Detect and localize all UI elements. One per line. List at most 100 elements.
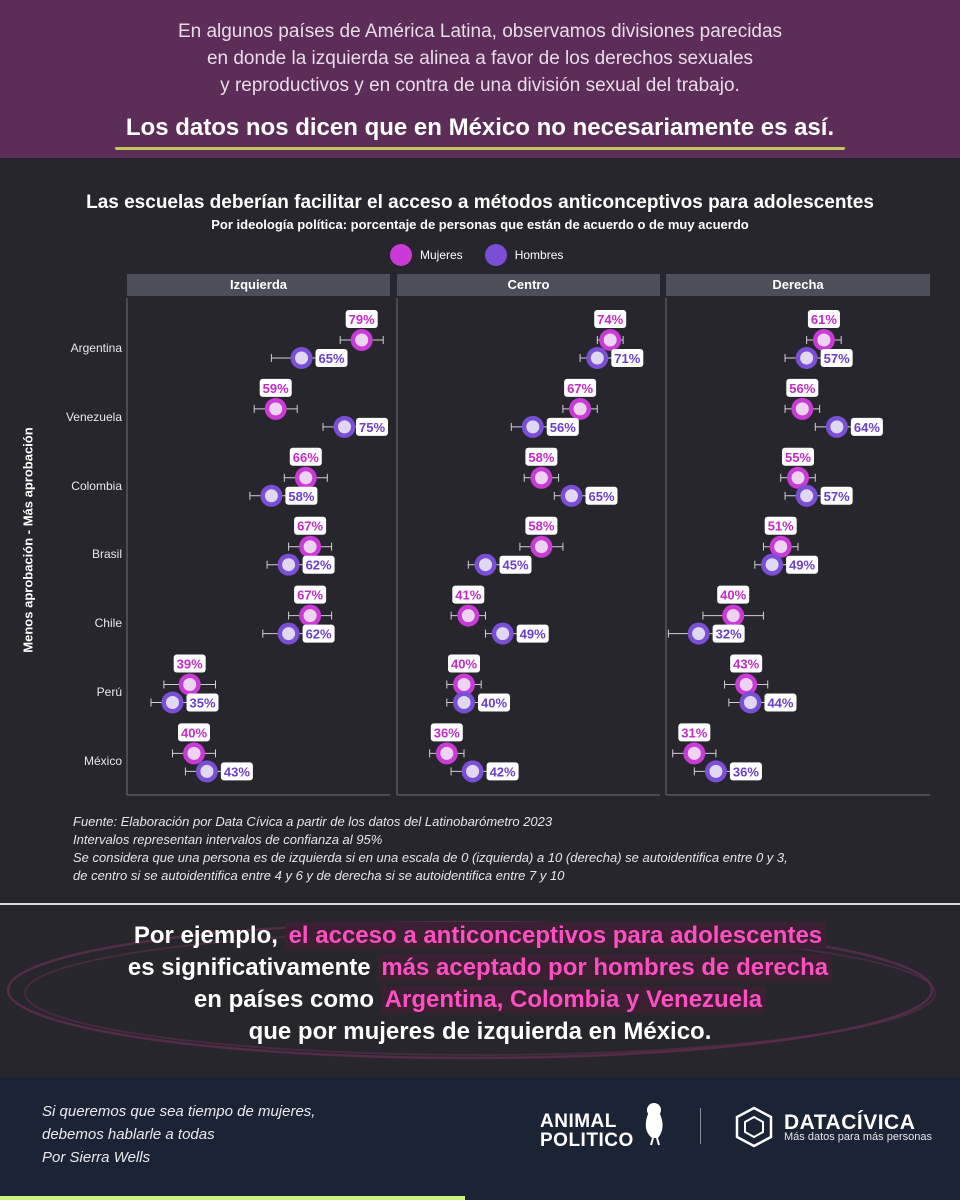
flag-icon-mujeres-centro-chile: [461, 609, 475, 623]
label-box-hombres-centro-argentina: [611, 349, 644, 367]
data-label-hombres-izquierda-argentina: 65%: [318, 351, 344, 366]
label-box-mujeres-izquierda-venezuela: [259, 378, 292, 397]
flag-icon-mujeres-centro-mexico: [440, 746, 454, 760]
flag-icon-hombres-derecha-chile: [692, 627, 706, 641]
data-label-mujeres-centro-brasil: 58%: [528, 519, 554, 534]
flag-icon-hombres-centro-chile: [496, 627, 510, 641]
animal-politico-logo-line-1: ANIMAL: [540, 1111, 617, 1132]
label-box-hombres-izquierda-mexico: [220, 762, 253, 781]
flag-icon-mujeres-derecha-brasil: [774, 540, 788, 554]
data-label-mujeres-centro-peru: 40%: [451, 657, 477, 672]
data-label-mujeres-izquierda-peru: 39%: [177, 657, 203, 672]
flag-icon-hombres-centro-colombia: [565, 489, 578, 503]
note-intervals: Intervalos representan intervalos de con…: [73, 832, 383, 847]
data-label-hombres-centro-brasil: 45%: [502, 558, 528, 573]
facet-header-derecha: Derecha: [666, 274, 930, 296]
label-box-hombres-derecha-colombia: [820, 486, 853, 505]
data-label-hombres-derecha-chile: 32%: [716, 627, 742, 642]
label-box-mujeres-derecha-chile: [717, 585, 750, 604]
country-label-chile: Chile: [94, 616, 122, 630]
animal-politico-logo: ANIMAL POLITICO: [540, 1112, 634, 1150]
legend-label-hombres: Hombres: [514, 248, 564, 262]
label-box-hombres-derecha-chile: [712, 624, 745, 643]
flag-icon-mujeres-izquierda-brasil: [303, 540, 317, 554]
flag-icon-hombres-izquierda-chile: [282, 627, 296, 641]
legend-item-mujeres: Mujeres: [390, 244, 463, 266]
legend-swatch-hombres: [484, 244, 507, 266]
data-label-hombres-centro-colombia: 65%: [588, 489, 614, 504]
conclusion-line-4: que por mujeres de izquierda en México.: [248, 1018, 712, 1045]
headline: Los datos nos dicen que en México no nec…: [125, 114, 835, 141]
footer-tagline: Si queremos que sea tiempo de mujeres, d…: [42, 1100, 315, 1169]
animal-politico-logo-line-2: POLITICO: [540, 1130, 634, 1151]
data-label-mujeres-centro-mexico: 36%: [434, 725, 460, 740]
label-box-mujeres-izquierda-chile: [294, 585, 327, 604]
label-box-hombres-izquierda-peru: [186, 693, 219, 712]
flag-icon-hombres-derecha-venezuela: [830, 420, 844, 434]
conclusion-text-1: Por ejemplo,: [133, 922, 285, 949]
flag-icon-hombres-derecha-mexico: [709, 764, 723, 778]
legend-item-hombres: Hombres: [484, 244, 564, 266]
data-label-mujeres-centro-venezuela: 67%: [567, 381, 593, 396]
label-box-mujeres-izquierda-mexico: [178, 723, 210, 742]
flag-icon-hombres-izquierda-colombia: [264, 489, 278, 503]
label-box-mujeres-centro-mexico: [430, 723, 463, 742]
tagline-author: Por Sierra Wells: [42, 1149, 151, 1166]
section-divider: [0, 903, 960, 905]
tagline-line-1: Si queremos que sea tiempo de mujeres,: [42, 1103, 316, 1120]
conclusion-highlight-3: Argentina, Colombia y Venezuela: [380, 986, 767, 1013]
conclusion-line-3: en países como Argentina, Colombia y Ven…: [80, 984, 880, 1016]
data-label-hombres-izquierda-peru: 35%: [189, 696, 215, 711]
label-box-hombres-derecha-peru: [764, 693, 797, 712]
conclusion-line-1: Por ejemplo, el acceso a anticonceptivos…: [80, 920, 880, 952]
country-label-peru: Perú: [96, 685, 122, 699]
label-box-mujeres-izquierda-peru: [173, 654, 206, 673]
flag-icon-hombres-izquierda-mexico: [200, 764, 214, 778]
data-label-hombres-derecha-peru: 44%: [767, 696, 793, 711]
header-banner: [0, 0, 960, 158]
data-label-hombres-derecha-venezuela: 64%: [854, 420, 880, 435]
data-label-hombres-centro-venezuela: 56%: [550, 420, 576, 435]
flag-icon-mujeres-centro-colombia: [534, 471, 548, 485]
chart-legend: Mujeres Hombres: [390, 243, 563, 267]
data-label-mujeres-izquierda-argentina: 79%: [349, 312, 375, 327]
flag-icon-mujeres-centro-venezuela: [573, 402, 587, 416]
data-label-mujeres-izquierda-chile: 67%: [297, 588, 323, 603]
flag-icon-mujeres-derecha-peru: [739, 678, 753, 691]
flag-icon-hombres-derecha-peru: [743, 696, 757, 709]
data-label-mujeres-derecha-argentina: 61%: [811, 312, 837, 327]
label-box-hombres-centro-chile: [516, 624, 549, 643]
data-label-mujeres-izquierda-brasil: 67%: [297, 519, 323, 534]
label-box-mujeres-derecha-mexico: [678, 723, 711, 742]
flag-icon-mujeres-derecha-venezuela: [795, 402, 809, 416]
label-box-hombres-centro-mexico: [486, 762, 519, 781]
data-label-hombres-izquierda-colombia: 58%: [288, 489, 314, 504]
legend-label-mujeres: Mujeres: [420, 248, 463, 262]
facet-header-centro: Centro: [397, 274, 660, 296]
flag-icon-mujeres-izquierda-venezuela: [269, 402, 283, 416]
label-box-hombres-derecha-mexico: [729, 762, 762, 781]
label-box-hombres-izquierda-venezuela: [356, 417, 388, 436]
label-box-mujeres-derecha-argentina: [807, 310, 840, 328]
footer: [0, 1077, 960, 1200]
data-label-hombres-izquierda-brasil: 62%: [306, 558, 332, 573]
flag-icon-hombres-izquierda-brasil: [282, 558, 296, 572]
country-label-argentina: Argentina: [70, 341, 122, 355]
conclusion-text: Por ejemplo, el acceso a anticonceptivos…: [80, 920, 880, 1048]
data-label-hombres-centro-chile: 49%: [520, 627, 546, 642]
label-box-mujeres-izquierda-colombia: [289, 447, 322, 466]
data-label-hombres-centro-peru: 40%: [481, 696, 507, 711]
data-label-hombres-izquierda-mexico: 43%: [224, 764, 250, 779]
datacivica-logo-tagline: Más datos para más personas: [784, 1131, 932, 1143]
label-box-mujeres-derecha-venezuela: [786, 378, 819, 397]
intro-line-1: En algunos países de América Latina, obs…: [177, 21, 783, 42]
conclusion-line-2: es significativamente más aceptado por h…: [80, 952, 880, 984]
flag-icon-hombres-centro-peru: [457, 696, 471, 709]
data-label-hombres-derecha-brasil: 49%: [789, 558, 815, 573]
flag-icon-hombres-izquierda-peru: [166, 696, 179, 709]
note-ideology-2: de centro si se autoidentifica entre 4 y…: [73, 868, 565, 883]
label-box-mujeres-derecha-peru: [730, 654, 763, 673]
data-label-hombres-derecha-mexico: 36%: [733, 764, 759, 779]
flag-icon-hombres-centro-mexico: [466, 764, 480, 778]
flag-icon-mujeres-izquierda-peru: [183, 678, 197, 691]
